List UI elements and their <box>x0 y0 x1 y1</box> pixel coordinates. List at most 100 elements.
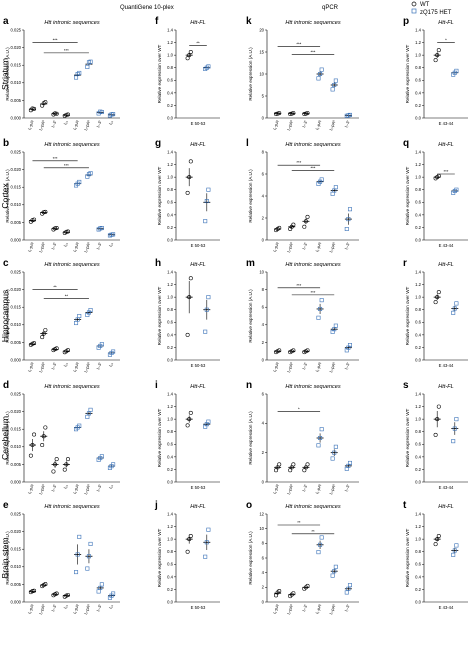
y-tick-label: 0.010 <box>11 564 22 569</box>
y-tick-label: 2 <box>262 585 265 590</box>
x-tick-label: I₁-pAᴵᴵ <box>83 119 91 131</box>
legend-het-marker <box>411 8 417 14</box>
data-point-wt <box>291 462 296 467</box>
y-tick-label: 0.000 <box>11 599 22 604</box>
data-point-wt <box>65 112 70 117</box>
y-axis-label: Relative expression over WT <box>157 166 162 225</box>
data-point-het <box>451 310 456 315</box>
x-tick-label: I₁₀ <box>108 361 114 367</box>
y-tick-label: 0.8 <box>167 429 173 434</box>
data-point-het <box>333 78 338 83</box>
panel-letter: l <box>246 138 249 149</box>
y-tick-label: 1.0 <box>415 295 421 300</box>
data-point-wt <box>64 229 69 234</box>
data-point-het <box>77 534 82 539</box>
data-point-wt <box>65 348 70 353</box>
panel-title: Htt-FL <box>438 504 454 510</box>
data-point-wt <box>65 592 70 597</box>
data-point-het <box>203 329 208 334</box>
data-point-het <box>206 64 211 69</box>
significance-label: *** <box>311 50 316 55</box>
data-point-wt <box>187 175 192 180</box>
y-tick-label: 4 <box>262 322 265 327</box>
x-tick-label: E 50-53 <box>191 121 206 126</box>
panel-letter: i <box>155 380 158 391</box>
panel-title: Htt-FL <box>190 142 206 148</box>
y-tick-label: 0.8 <box>415 307 421 312</box>
data-point-het <box>204 199 209 204</box>
x-tick-label: I₁₀ <box>63 241 69 247</box>
data-point-het <box>454 68 459 73</box>
y-tick-label: 0.000 <box>11 115 22 120</box>
panel-l: l Htt intronic sequences 0 2 4 6 8 Relative exp… <box>246 138 359 253</box>
data-point-wt <box>54 591 59 596</box>
data-point-wt <box>291 348 296 353</box>
data-point-wt <box>54 346 59 351</box>
x-tick-label: I₇-3’ <box>301 362 308 371</box>
x-tick-label: I₁-pAᴵᴵ <box>38 483 46 495</box>
data-point-het <box>330 573 335 578</box>
panel-title: Htt-FL <box>438 262 454 268</box>
y-tick-label: 0.025 <box>11 27 22 32</box>
y-tick-label: 1.2 <box>415 404 421 409</box>
x-tick-label: I₁-pAᴵᴵ <box>83 483 91 495</box>
x-tick-label: I₁-pAᴵᴵ <box>328 241 336 253</box>
y-axis-label: Relative expression over WT <box>405 528 410 587</box>
y-tick-label: 1.4 <box>167 511 173 516</box>
y-axis-label: Relative expression over WT <box>157 408 162 467</box>
data-point-het <box>85 566 90 571</box>
y-tick-label: 0.2 <box>167 345 173 350</box>
panel-g: g Htt-FL 0.0 0.2 0.4 0.6 0.8 1.0 1.2 1.4 Relative … <box>155 138 220 248</box>
data-point-wt <box>436 404 441 409</box>
y-axis-label: Relative expression (A.U.) <box>5 411 10 465</box>
data-point-wt <box>274 593 279 598</box>
y-tick-label: 0.2 <box>167 103 173 108</box>
y-tick-label: 1.0 <box>167 417 173 422</box>
significance-label: *** <box>311 166 316 171</box>
y-tick-label: 0 <box>262 599 265 604</box>
y-tick-label: 1.4 <box>415 269 421 274</box>
data-point-wt <box>30 589 35 594</box>
x-tick-label: I₁-pAᴵ <box>27 483 35 494</box>
y-tick-label: 0.6 <box>167 200 173 205</box>
data-point-het <box>204 540 209 545</box>
y-tick-label: 1.4 <box>415 511 421 516</box>
y-tick-label: 10 <box>259 526 264 531</box>
data-point-het <box>451 439 456 444</box>
data-point-wt <box>187 53 192 58</box>
y-tick-label: 2 <box>262 215 265 220</box>
x-tick-label: I₁-pAᴵ <box>27 603 35 614</box>
y-tick-label: 0.025 <box>11 511 22 516</box>
significance-label: * <box>298 407 300 412</box>
y-tick-label: 5 <box>262 93 265 98</box>
data-point-wt <box>185 549 190 554</box>
data-point-wt <box>185 190 190 195</box>
data-point-wt <box>303 219 308 224</box>
y-tick-label: 0.4 <box>167 454 173 459</box>
y-tick-label: 0.6 <box>167 320 173 325</box>
significance-label: * <box>445 38 447 43</box>
panel-letter: a <box>3 16 9 27</box>
region-label: Cerebellum <box>0 416 10 460</box>
y-tick-label: 0.2 <box>415 587 421 592</box>
header-quantigene: QuantiGene 10-plex <box>120 5 174 11</box>
y-tick-label: 2 <box>262 450 265 455</box>
x-tick-label: I₁-pAᴵᴵ <box>328 483 336 495</box>
x-tick-label: I₁-pAᴵ <box>314 483 322 494</box>
x-tick-label: I₁-pAᴵᴵ <box>83 241 91 253</box>
panel-title: Htt intronic sequences <box>44 384 100 390</box>
x-tick-label: I₁-pAᴵ <box>314 241 322 252</box>
y-tick-label: 1.2 <box>167 524 173 529</box>
data-point-het <box>451 552 456 557</box>
region-label: Cortex <box>0 183 10 209</box>
y-tick-label: 0.6 <box>415 320 421 325</box>
panel-title: Htt intronic sequences <box>285 20 341 26</box>
y-tick-label: 0.8 <box>167 65 173 70</box>
data-point-het <box>77 179 82 184</box>
panel-title: Htt intronic sequences <box>285 504 341 510</box>
y-tick-label: 0.005 <box>11 582 22 587</box>
y-tick-label: 0.010 <box>11 202 22 207</box>
y-tick-label: 0.8 <box>415 429 421 434</box>
data-point-wt <box>305 214 310 219</box>
